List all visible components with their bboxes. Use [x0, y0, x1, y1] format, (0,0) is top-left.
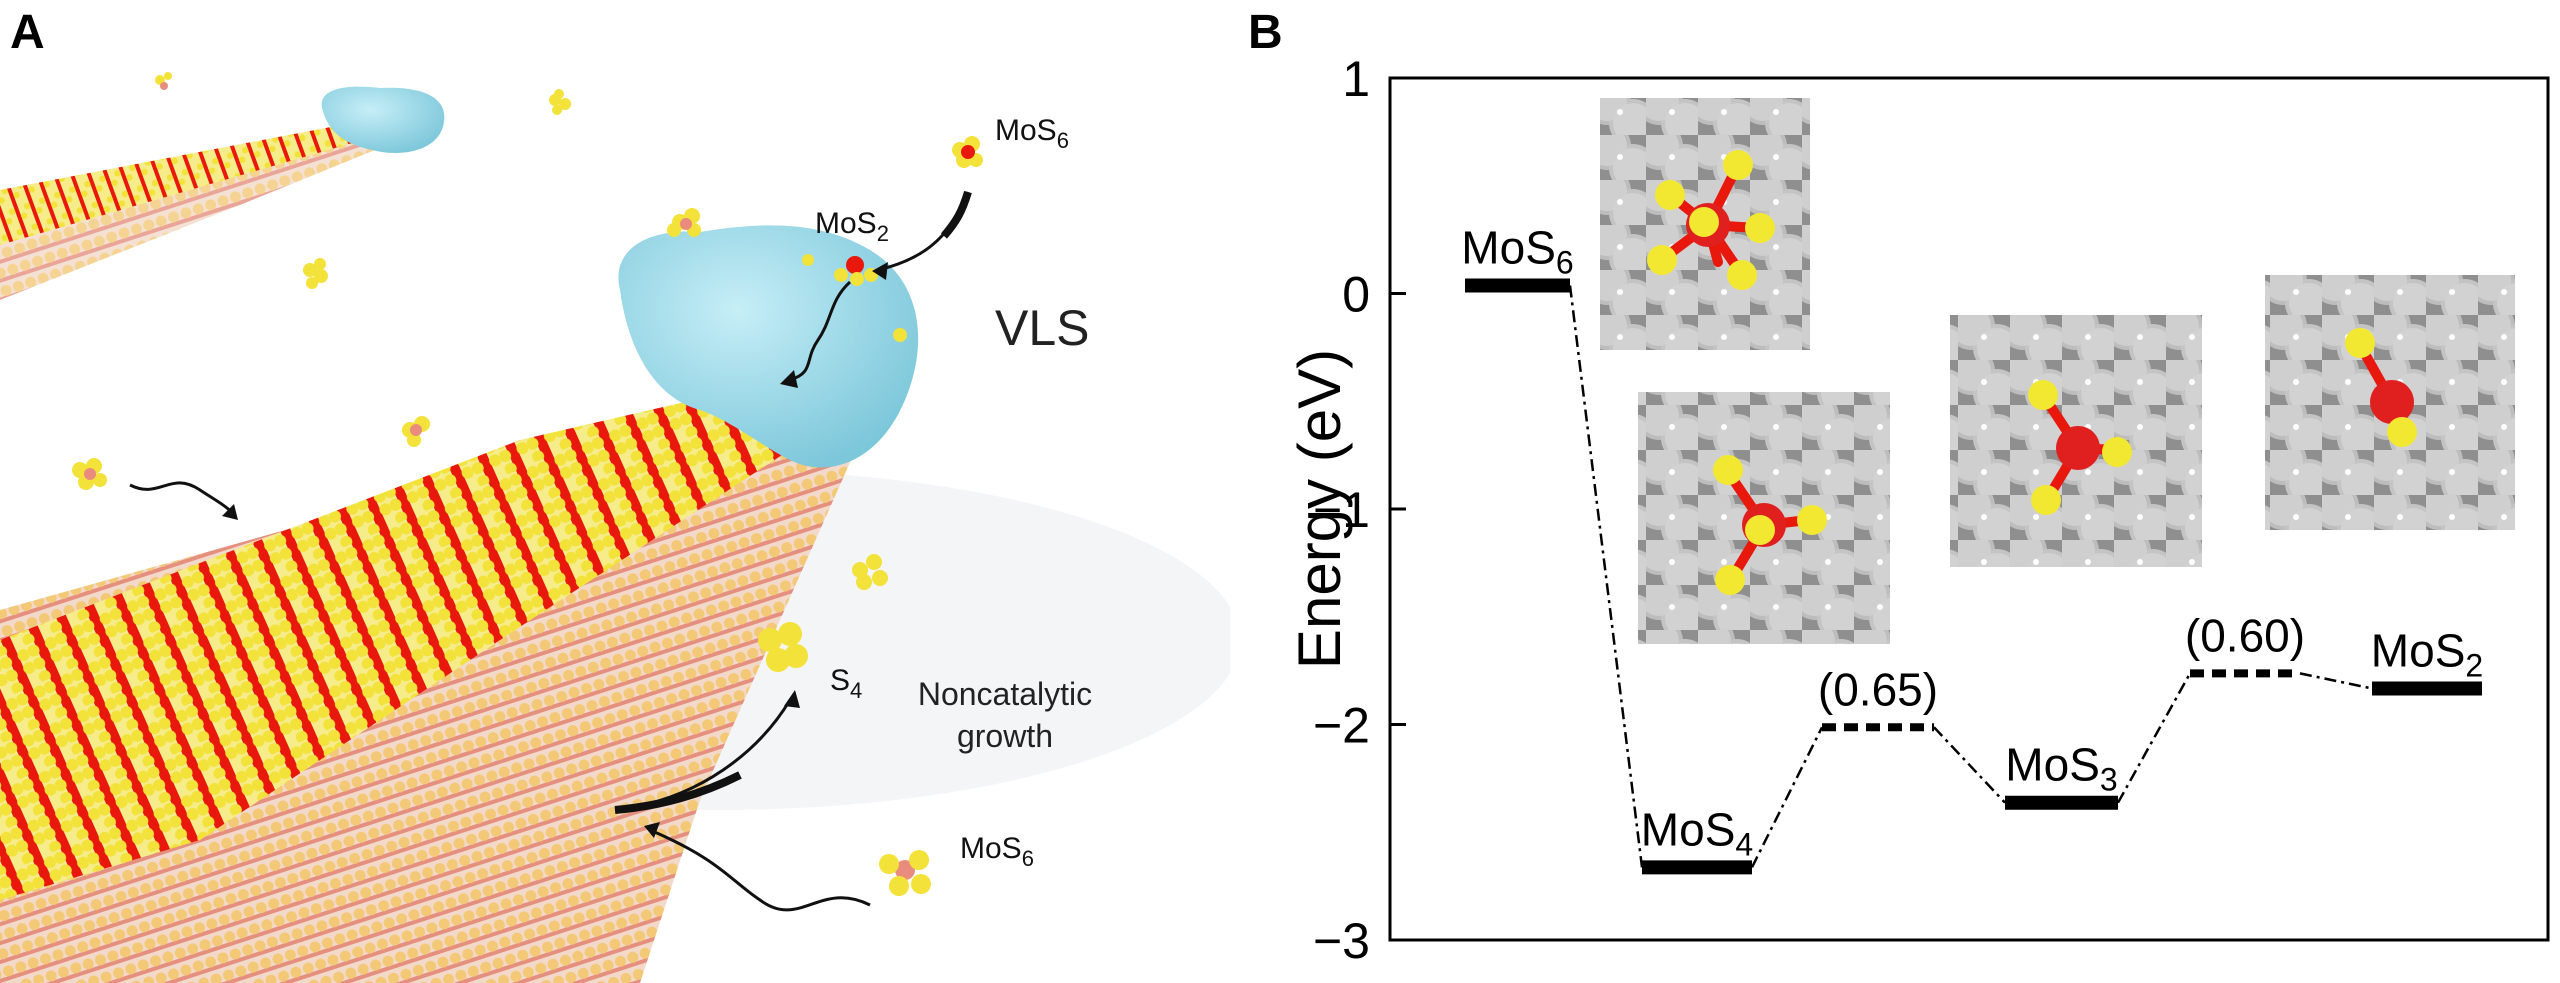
y-tick-label: 1	[1342, 51, 1370, 107]
panel-a-letter: A	[10, 6, 45, 59]
level-label: MoS2	[2371, 624, 2483, 683]
floating-clusters	[72, 72, 983, 896]
s4-cluster	[758, 622, 808, 672]
inset-mos4-structure	[1638, 392, 1890, 644]
connector-line	[1750, 726, 1824, 868]
y-tick-label: 0	[1342, 267, 1370, 323]
level-label: MoS4	[1641, 803, 1753, 862]
vls-catalyst-droplet	[618, 225, 919, 468]
y-tick-label: −3	[1313, 913, 1370, 969]
y-tick-label: −1	[1313, 482, 1370, 538]
label-mos6-top: MoS6	[995, 114, 1069, 153]
label-s4: S4	[830, 664, 862, 703]
level-label: MoS6	[1461, 222, 1573, 281]
arrowheads	[222, 262, 888, 838]
y-tick-label: −2	[1313, 698, 1370, 754]
inset-mos3-structure	[1950, 315, 2202, 567]
level-label: MoS3	[2005, 739, 2117, 798]
energy-levels: MoS6 MoS4 (0.65) MoS3 (0.60) MoS2	[1461, 222, 2483, 875]
barrier-label: (0.65)	[1818, 663, 1938, 715]
barrier-label: (0.60)	[2185, 609, 2305, 661]
label-vls: VLS	[995, 300, 1090, 356]
y-axis-label: Energy (eV)	[1286, 349, 1353, 669]
connector-line	[1933, 726, 2006, 804]
inset-mos6-structure	[1600, 98, 1810, 350]
label-mos2: MoS2	[815, 207, 889, 246]
y-axis: 1 0 −1 −2 −3	[1313, 51, 1406, 969]
connector-line	[2116, 672, 2192, 804]
far-nanoribbon	[0, 86, 445, 300]
label-noncatalytic: Noncatalytic growth	[918, 676, 1092, 754]
label-mos6-bottom: MoS6	[960, 832, 1034, 871]
panel-a-arrows	[129, 191, 970, 912]
panel-b-energy-diagram: B 10−1−2−3 Energy (eV) MoS6MoS4(0.65)MoS…	[1248, 6, 2550, 969]
inset-mos2-structure	[2265, 275, 2515, 530]
panel-a-illustration: A	[0, 0, 1230, 983]
main-nanoribbon	[0, 380, 820, 900]
connector-line	[1568, 285, 1644, 868]
far-catalyst-droplet	[321, 86, 445, 153]
connector-lines	[1568, 285, 2373, 868]
panel-b-letter: B	[1248, 6, 1283, 59]
connector-line	[2299, 672, 2373, 690]
